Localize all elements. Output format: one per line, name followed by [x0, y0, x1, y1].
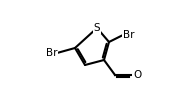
Text: O: O	[133, 70, 141, 80]
Text: Br: Br	[46, 48, 57, 58]
Text: Br: Br	[123, 30, 134, 40]
Text: S: S	[94, 23, 100, 33]
